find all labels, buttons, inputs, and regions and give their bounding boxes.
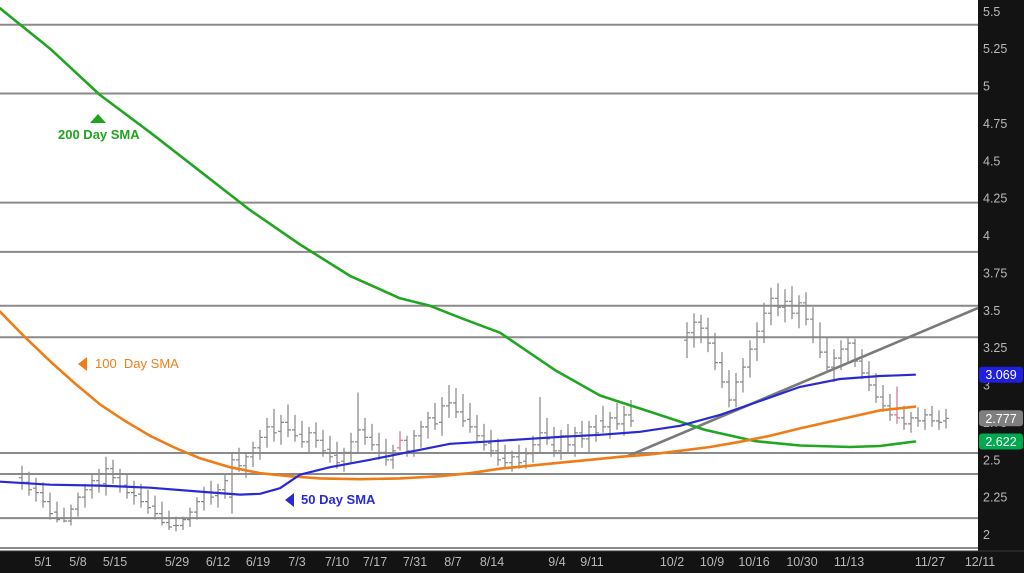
- price-bars: [19, 283, 949, 532]
- price-bars-highlighted: [397, 386, 900, 451]
- svg-text:10/2: 10/2: [660, 555, 684, 569]
- svg-text:5: 5: [983, 80, 990, 94]
- sma200-value-badge: [979, 433, 1023, 450]
- support-resistance-lines: [0, 23, 978, 549]
- svg-text:2.25: 2.25: [983, 491, 1007, 505]
- sma-200-line: [0, 7, 917, 449]
- svg-text:5.25: 5.25: [983, 42, 1007, 56]
- price-badges: 3.069 2.777 2.622: [979, 366, 1023, 450]
- svg-text:8/14: 8/14: [480, 555, 504, 569]
- svg-text:5/1: 5/1: [34, 555, 51, 569]
- sma-100-marker-icon: [78, 357, 87, 371]
- sma-200-label: 200 Day SMA: [58, 127, 140, 142]
- svg-text:5/15: 5/15: [103, 555, 127, 569]
- svg-text:9/4: 9/4: [548, 555, 565, 569]
- svg-text:5/8: 5/8: [69, 555, 86, 569]
- sma-200-marker-icon: [90, 114, 106, 123]
- sma-100-label: 100 Day SMA: [95, 356, 179, 371]
- svg-text:7/3: 7/3: [288, 555, 305, 569]
- right-axis-strip: [978, 0, 1024, 573]
- svg-text:12/11: 12/11: [965, 555, 995, 569]
- svg-text:7/17: 7/17: [363, 555, 387, 569]
- svg-text:2: 2: [983, 528, 990, 542]
- sma-50-line: [0, 373, 917, 496]
- svg-text:10/16: 10/16: [738, 555, 769, 569]
- svg-text:5.5: 5.5: [983, 5, 1000, 19]
- svg-text:10/9: 10/9: [700, 555, 724, 569]
- svg-text:4.5: 4.5: [983, 154, 1000, 168]
- svg-text:5/29: 5/29: [165, 555, 189, 569]
- sma-50-marker-icon: [285, 493, 294, 507]
- svg-text:6/12: 6/12: [206, 555, 230, 569]
- sma-50-label: 50 Day SMA: [301, 492, 376, 507]
- svg-text:3.069: 3.069: [985, 368, 1016, 382]
- svg-text:6/19: 6/19: [246, 555, 270, 569]
- svg-text:3.5: 3.5: [983, 304, 1000, 318]
- svg-text:11/27: 11/27: [915, 555, 945, 569]
- svg-text:7/10: 7/10: [325, 555, 349, 569]
- svg-text:4.75: 4.75: [983, 117, 1007, 131]
- sma50-value-badge: [979, 366, 1023, 383]
- svg-text:7/31: 7/31: [403, 555, 427, 569]
- svg-text:4.25: 4.25: [983, 192, 1007, 206]
- sma-100-line: [0, 310, 917, 481]
- svg-text:3.25: 3.25: [983, 341, 1007, 355]
- trend-line: [627, 306, 979, 458]
- svg-text:8/7: 8/7: [444, 555, 461, 569]
- bottom-axis-strip: [0, 551, 1024, 573]
- svg-text:2.622: 2.622: [985, 435, 1016, 449]
- svg-text:2.5: 2.5: [983, 453, 1000, 467]
- svg-text:2.777: 2.777: [985, 412, 1016, 426]
- last-price-badge: [979, 410, 1023, 427]
- svg-text:9/11: 9/11: [580, 555, 603, 569]
- svg-text:4: 4: [983, 229, 990, 243]
- svg-text:3: 3: [983, 379, 990, 393]
- svg-text:11/13: 11/13: [834, 555, 864, 569]
- svg-text:3.75: 3.75: [983, 266, 1007, 280]
- date-axis-labels: 5/1 5/8 5/15 5/29 6/12 6/19 7/3 7/10 7/17 7/31 8/7…: [34, 555, 995, 569]
- svg-text:10/30: 10/30: [786, 555, 817, 569]
